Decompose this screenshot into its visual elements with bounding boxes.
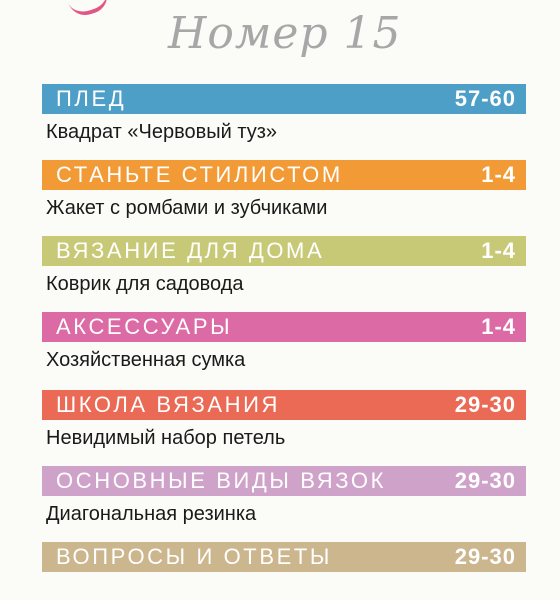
section-item[interactable]: Квадрат «Червовый туз» bbox=[46, 121, 277, 143]
section-knitting-school[interactable]: ШКОЛА ВЯЗАНИЯ 29-30 Невидимый набор пете… bbox=[42, 390, 526, 450]
section-title: ОСНОВНЫЕ ВИДЫ ВЯЗОК bbox=[56, 468, 386, 493]
issue-title: Номер 15 bbox=[168, 8, 402, 59]
section-header-bar: ПЛЕД 57-60 bbox=[42, 84, 526, 114]
section-item[interactable]: Невидимый набор петель bbox=[46, 427, 286, 449]
section-title: СТАНЬТЕ СТИЛИСТОМ bbox=[56, 162, 343, 187]
section-qa[interactable]: ВОПРОСЫ И ОТВЕТЫ 29-30 bbox=[42, 542, 526, 572]
section-title: ВОПРОСЫ И ОТВЕТЫ bbox=[56, 544, 332, 569]
section-title: АКСЕССУАРЫ bbox=[56, 314, 233, 339]
section-title: ВЯЗАНИЕ ДЛЯ ДОМА bbox=[56, 238, 325, 263]
section-header-bar: ШКОЛА ВЯЗАНИЯ 29-30 bbox=[42, 390, 526, 420]
section-item[interactable]: Хозяйственная сумка bbox=[46, 349, 246, 371]
section-title: ШКОЛА ВЯЗАНИЯ bbox=[56, 392, 281, 417]
section-header-bar: АКСЕССУАРЫ 1-4 bbox=[42, 312, 526, 342]
section-header-bar: СТАНЬТЕ СТИЛИСТОМ 1-4 bbox=[42, 160, 526, 190]
section-item[interactable]: Жакет с ромбами и зубчиками bbox=[46, 197, 328, 219]
section-pages: 1-4 bbox=[481, 238, 516, 263]
section-item[interactable]: Коврик для садовода bbox=[46, 273, 244, 295]
section-accessories[interactable]: АКСЕССУАРЫ 1-4 Хозяйственная сумка bbox=[42, 312, 526, 372]
section-pages: 1-4 bbox=[481, 162, 516, 187]
section-header-bar: ВЯЗАНИЕ ДЛЯ ДОМА 1-4 bbox=[42, 236, 526, 266]
section-pages: 57-60 bbox=[454, 86, 516, 111]
section-item[interactable]: Диагональная резинка bbox=[46, 503, 257, 525]
section-basic-stitches[interactable]: ОСНОВНЫЕ ВИДЫ ВЯЗОК 29-30 Диагональная р… bbox=[42, 466, 526, 526]
section-pled[interactable]: ПЛЕД 57-60 Квадрат «Червовый туз» bbox=[42, 84, 526, 144]
section-pages: 29-30 bbox=[454, 544, 516, 569]
section-header-bar: ВОПРОСЫ И ОТВЕТЫ 29-30 bbox=[42, 542, 526, 572]
section-home-knitting[interactable]: ВЯЗАНИЕ ДЛЯ ДОМА 1-4 Коврик для садовода bbox=[42, 236, 526, 296]
section-header-bar: ОСНОВНЫЕ ВИДЫ ВЯЗОК 29-30 bbox=[42, 466, 526, 496]
section-stylist[interactable]: СТАНЬТЕ СТИЛИСТОМ 1-4 Жакет с ромбами и … bbox=[42, 160, 526, 220]
decorative-stroke bbox=[68, 0, 112, 20]
section-pages: 29-30 bbox=[454, 392, 516, 417]
section-title: ПЛЕД bbox=[56, 86, 127, 111]
section-pages: 29-30 bbox=[454, 468, 516, 493]
section-pages: 1-4 bbox=[481, 314, 516, 339]
